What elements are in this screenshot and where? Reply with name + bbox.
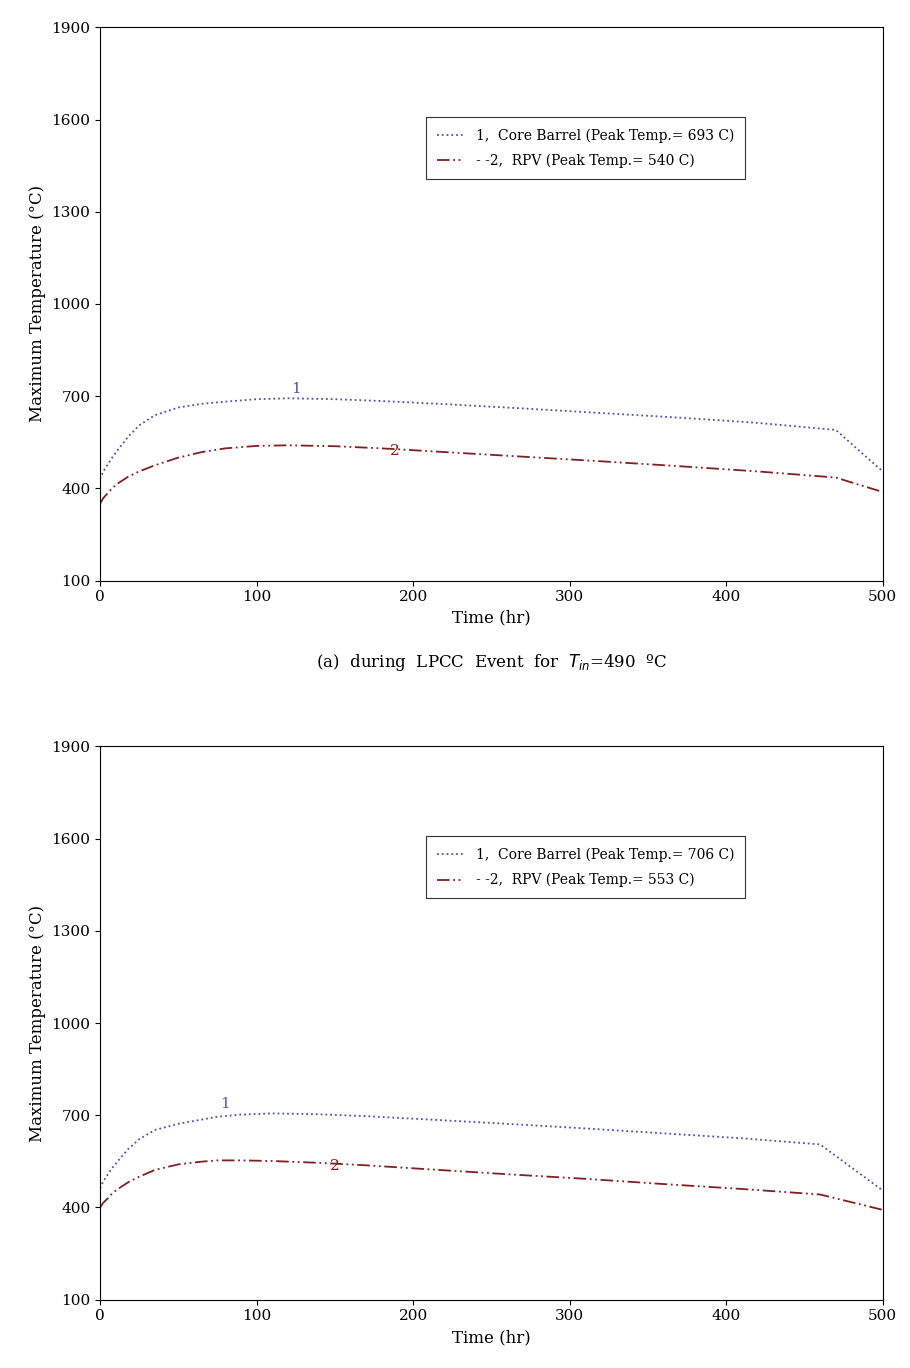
Text: 2: 2 (330, 1159, 339, 1172)
Y-axis label: Maximum Temperature (°C): Maximum Temperature (°C) (29, 186, 46, 423)
X-axis label: Time (hr): Time (hr) (452, 1328, 531, 1346)
Text: 2: 2 (389, 443, 399, 457)
Y-axis label: Maximum Temperature (°C): Maximum Temperature (°C) (29, 904, 46, 1141)
Text: (a)  during  LPCC  Event  for  $T_{in}$=490  ºC: (a) during LPCC Event for $T_{in}$=490 º… (316, 653, 667, 673)
Legend: 1,  Core Barrel (Peak Temp.= 706 C), - -2,  RPV (Peak Temp.= 553 C): 1, Core Barrel (Peak Temp.= 706 C), - -2… (426, 836, 745, 899)
X-axis label: Time (hr): Time (hr) (452, 610, 531, 627)
Text: 1: 1 (220, 1097, 230, 1111)
Text: 1: 1 (291, 382, 300, 397)
Legend: 1,  Core Barrel (Peak Temp.= 693 C), - -2,  RPV (Peak Temp.= 540 C): 1, Core Barrel (Peak Temp.= 693 C), - -2… (426, 118, 745, 179)
